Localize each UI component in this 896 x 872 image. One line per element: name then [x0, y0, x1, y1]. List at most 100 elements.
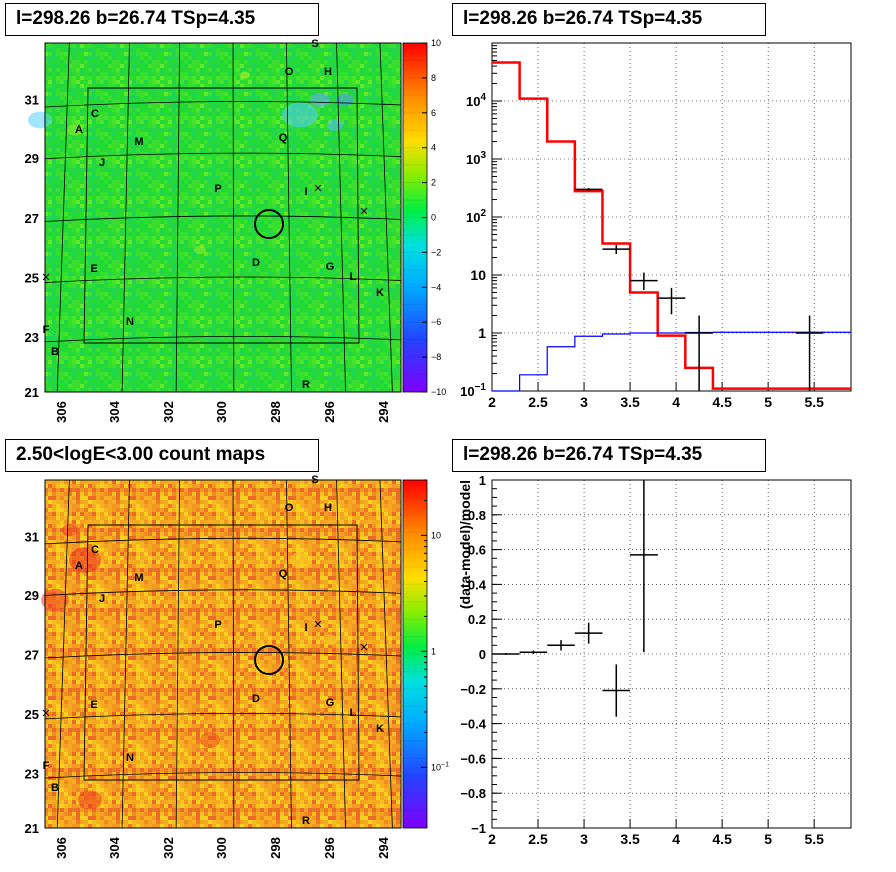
y-tick-label: 21 — [25, 821, 39, 836]
colorbar-tick-label: 2 — [431, 178, 436, 188]
y-axis-label: (data-model)/model — [457, 480, 473, 609]
candidate-circle — [254, 209, 284, 239]
source-label: O — [285, 502, 294, 514]
x-tick-label: 296 — [322, 837, 337, 859]
x-tick-label: 304 — [107, 836, 122, 858]
y-tick-label: 29 — [25, 588, 39, 603]
skymap-lat-gridline — [44, 712, 402, 720]
x-tick-label: 294 — [376, 400, 391, 422]
y-tick-label: 1 — [479, 473, 486, 488]
y-tick-label: 1 — [478, 325, 486, 341]
y-tick-label: 27 — [25, 648, 39, 663]
skymap-lon-gridline — [336, 42, 346, 393]
y-pow-tick-label-base: 10 — [466, 152, 480, 167]
skymap-lat-gridline — [44, 772, 402, 779]
x-tick-label: 298 — [268, 401, 283, 423]
residual-plot-title: l=298.26 b=26.74 TSp=4.35 — [452, 439, 766, 472]
source-label: M — [134, 572, 143, 584]
skymap-blotch — [310, 93, 330, 107]
model-step-line — [492, 61, 851, 390]
y-pow-tick-label-base: 10 — [466, 94, 480, 109]
x-tick-label: 304 — [107, 400, 122, 422]
source-marker — [360, 643, 368, 651]
skymap-lon-gridline — [175, 42, 180, 393]
colorbar-tick-label: −2 — [431, 247, 441, 257]
colorbar-tick-label: −4 — [431, 282, 441, 292]
source-label: L — [350, 271, 357, 283]
skymap-blotch — [240, 71, 250, 79]
count-map-title: 2.50<logE<3.00 count maps — [5, 439, 319, 472]
source-label: S — [311, 38, 318, 50]
y-tick-label: −0.8 — [460, 786, 486, 801]
source-label: S — [311, 474, 318, 486]
x-tick-label: 300 — [214, 837, 229, 859]
source-label: G — [326, 261, 335, 273]
source-label: F — [43, 760, 50, 772]
y-tick-label: −1 — [471, 821, 486, 836]
source-label: A — [75, 124, 83, 136]
y-tick-label: 23 — [25, 330, 39, 345]
x-tick-label: 5.5 — [804, 831, 824, 847]
skymap-lat-gridline — [44, 537, 402, 545]
source-marker — [42, 273, 50, 281]
x-tick-label: 306 — [54, 837, 69, 859]
colorbar-tick-label: −8 — [431, 352, 441, 362]
x-tick-label: 294 — [376, 836, 391, 858]
skymap-lon-gridline — [56, 479, 70, 829]
x-tick-label: 2.5 — [528, 831, 548, 847]
y-pow-tick-label-exp: 2 — [480, 208, 486, 219]
source-label: M — [134, 136, 143, 148]
source-label: E — [90, 263, 97, 275]
x-tick-label: 4 — [672, 831, 680, 847]
spectrum-title: l=298.26 b=26.74 TSp=4.35 — [452, 3, 766, 36]
source-label: P — [214, 183, 221, 195]
colorbar-tick-label: 4 — [431, 143, 436, 153]
x-tick-label: 3.5 — [620, 831, 640, 847]
skymap-lon-gridline — [56, 42, 70, 393]
source-label: F — [43, 324, 50, 336]
skymap-lon-gridline — [121, 42, 130, 393]
x-tick-label: 300 — [214, 401, 229, 423]
roi-boundary — [83, 524, 360, 781]
source-label: I — [304, 622, 307, 634]
plot-frame — [491, 42, 852, 392]
y-pow-tick-label-base: 10 — [466, 210, 480, 225]
skymap-blotch — [336, 93, 354, 107]
y-pow-tick-label-base: 10 — [460, 384, 474, 399]
x-tick-label: 5.5 — [804, 394, 824, 410]
skymap-lon-gridline — [175, 479, 180, 829]
skymap-lat-gridline — [44, 276, 402, 283]
skymap-lat-gridline — [44, 101, 402, 108]
y-pow-tick-label: 102 — [466, 208, 486, 225]
y-tick-label: 0.6 — [468, 543, 486, 558]
source-label: O — [285, 66, 294, 78]
colorbar-tick-label: 0 — [431, 213, 436, 223]
skymap-lat-gridline — [44, 152, 402, 160]
y-tick-label: 0.2 — [468, 612, 486, 627]
x-tick-label: 3.5 — [620, 394, 640, 410]
y-tick-label: 31 — [25, 529, 39, 544]
skymap-lon-gridline — [379, 479, 393, 829]
source-label: H — [324, 502, 332, 514]
y-pow-tick-label: 104 — [466, 92, 486, 109]
skymap-lat-gridline — [44, 215, 402, 222]
x-tick-label: 5 — [764, 831, 772, 847]
colorbar-tick-label: 6 — [431, 108, 436, 118]
colorbar-tick-label: 8 — [431, 73, 436, 83]
skymap-lon-gridline — [286, 479, 292, 829]
y-tick-label: 21 — [25, 385, 39, 400]
y-tick-label: 29 — [25, 151, 39, 166]
skymap-lon-gridline — [121, 479, 130, 829]
skymap-blotch — [200, 732, 220, 748]
skymap-blotch — [327, 119, 343, 131]
source-label: C — [91, 108, 99, 120]
y-tick-label: 0.4 — [468, 577, 487, 592]
source-label: R — [302, 815, 310, 827]
source-label: G — [326, 697, 335, 709]
x-tick-label: 2 — [488, 831, 496, 847]
y-tick-label: −0.6 — [460, 751, 486, 766]
x-tick-label: 296 — [322, 401, 337, 423]
skymap-residual-panel: 306 304 302 300 298 296 294 31 29 27 25 23 21 S O H CA M Q… — [25, 38, 447, 423]
skymap-lon-gridline — [232, 479, 235, 829]
y-pow-tick-label: 10−1 — [460, 382, 486, 399]
